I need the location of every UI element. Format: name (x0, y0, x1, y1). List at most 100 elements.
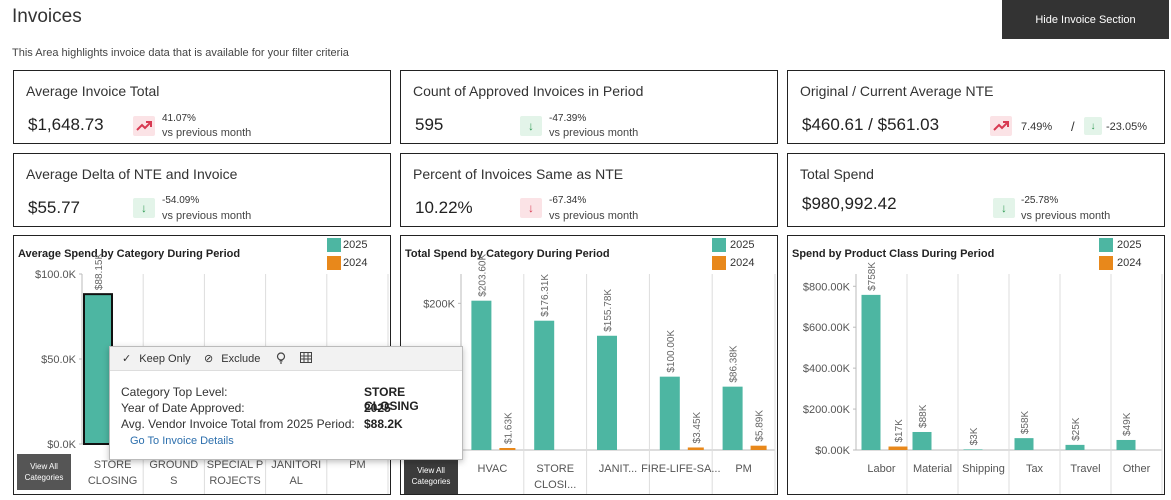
bar-2025[interactable] (912, 431, 932, 450)
y-tick-label: $200K (423, 298, 455, 310)
x-tick-label: GROUND (149, 459, 198, 471)
y-tick-label: $800.00K (803, 281, 851, 293)
legend-label-2024: 2024 (730, 257, 755, 269)
kpi-label: Count of Approved Invoices in Period (413, 83, 644, 99)
exclude-button[interactable]: ⊘ Exclude (204, 352, 260, 365)
legend-swatch-2025 (1099, 238, 1113, 252)
kpi-change-original: 7.49% (1021, 121, 1053, 133)
hide-invoice-section-button[interactable]: Hide Invoice Section (1002, 0, 1169, 39)
bar-2025[interactable] (83, 293, 113, 445)
data-label: $176.31K (540, 274, 551, 317)
x-tick-label: Labor (867, 463, 895, 475)
chart-title: Average Spend by Category During Period (18, 248, 241, 260)
data-label: $203.60K (477, 254, 488, 297)
bar-2024[interactable] (499, 448, 516, 450)
x-tick-label: PM (349, 459, 366, 471)
x-tick-label: AL (289, 475, 302, 487)
arrow-down-icon: ↓ (993, 198, 1015, 218)
arrow-down-icon: ↓ (520, 198, 542, 218)
bar-2025[interactable] (963, 449, 983, 450)
chart-spend-by-product-class: Spend by Product Class During Period 202… (787, 235, 1165, 495)
legend-label-2025: 2025 (343, 239, 368, 251)
bar-2024[interactable] (888, 446, 908, 450)
bar-2025[interactable] (534, 320, 555, 450)
tooltip-toolbar: ✓ Keep Only ⊘ Exclude (110, 347, 462, 371)
page-subtitle: This Area highlights invoice data that i… (12, 47, 349, 59)
bar-2025[interactable] (1065, 444, 1085, 450)
x-tick-label: STORE (94, 459, 132, 471)
kpi-change-current: -23.05% (1106, 121, 1147, 133)
chart-plot[interactable]: $0.00K $200.00K $400.00K $600.00K $800.00K La… (788, 236, 1166, 496)
x-tick-label: JANITORI (271, 459, 321, 471)
arrow-down-icon: ↓ (1084, 117, 1102, 135)
legend-swatch-2025 (712, 238, 726, 252)
lightbulb-icon[interactable] (276, 352, 286, 367)
kpi-label: Average Delta of NTE and Invoice (26, 166, 238, 182)
kpi-card-average-delta: Average Delta of NTE and Invoice $55.77 … (13, 153, 391, 227)
kpi-label: Original / Current Average NTE (800, 83, 994, 99)
bar-2025[interactable] (1116, 439, 1136, 450)
bar-2025[interactable] (722, 386, 743, 450)
kpi-separator: / (1071, 119, 1075, 134)
data-label: $25K (1071, 417, 1082, 441)
kpi-change: -67.34% (549, 195, 587, 206)
y-tick-label: $100.0K (35, 269, 77, 281)
legend-swatch-2025 (327, 238, 341, 252)
kpi-value: $1,648.73 (28, 115, 104, 134)
tooltip-row-label: Avg. Vendor Invoice Total from 2025 Peri… (121, 417, 355, 431)
arrow-down-icon: ↓ (133, 198, 155, 218)
legend-label-2025: 2025 (1117, 239, 1142, 251)
tooltip-row-label: Category Top Level: (121, 385, 228, 399)
view-data-icon[interactable] (300, 352, 312, 366)
view-all-categories-button[interactable]: View All Categories (17, 454, 71, 490)
x-tick-label: HVAC (478, 463, 508, 475)
x-tick-label: Tax (1026, 463, 1044, 475)
y-tick-label: $600.00K (803, 322, 851, 334)
y-tick-label: $0.00K (815, 445, 851, 457)
kpi-card-total-spend: Total Spend $980,992.42 ↓ -25.78% vs pre… (787, 153, 1165, 227)
kpi-label: Average Invoice Total (26, 83, 160, 99)
chart-plot[interactable]: $200K HVAC $203.60K $1.63K STORE CLOSI... $176… (401, 236, 779, 496)
tooltip-row-label: Year of Date Approved: (121, 401, 245, 415)
bar-2025[interactable] (471, 300, 492, 450)
data-label: $88.15K (94, 253, 105, 291)
kpi-card-approved-invoices: Count of Approved Invoices in Period 595… (400, 70, 778, 144)
x-tick-label: Travel (1070, 463, 1100, 475)
y-tick-label: $400.00K (803, 363, 851, 375)
bar-2024[interactable] (687, 447, 704, 450)
legend-swatch-2024 (327, 256, 341, 270)
chart-total-spend-by-category: Total Spend by Category During Period 20… (400, 235, 778, 495)
kpi-change: -54.09% (162, 195, 200, 206)
x-tick-label: PM (735, 463, 752, 475)
bar-2025[interactable] (1014, 438, 1034, 450)
kpi-value: $980,992.42 (802, 194, 897, 213)
arrow-down-icon: ↓ (520, 116, 542, 136)
bar-2024[interactable] (750, 445, 767, 450)
data-label: $3K (969, 427, 980, 445)
x-tick-label: Shipping (962, 463, 1005, 475)
bar-2025[interactable] (861, 294, 881, 450)
go-to-invoice-details-link[interactable]: Go To Invoice Details (130, 435, 234, 447)
data-label: $17K (894, 419, 905, 443)
kpi-value: 10.22% (415, 198, 473, 217)
data-label: $1.63K (503, 412, 514, 444)
kpi-change: -47.39% (549, 113, 587, 124)
data-label: $758K (867, 262, 878, 291)
x-tick-label: Other (1123, 463, 1151, 475)
kpi-label: Percent of Invoices Same as NTE (413, 166, 624, 182)
data-label: $86.38K (729, 345, 740, 383)
keep-only-button[interactable]: ✓ Keep Only (122, 352, 191, 365)
kpi-value: $460.61 / $561.03 (802, 115, 940, 134)
keep-only-label: Keep Only (139, 353, 191, 365)
kpi-value: 595 (415, 115, 444, 134)
bar-2025[interactable] (597, 335, 617, 450)
tooltip-row-value: 2025 (364, 401, 391, 415)
data-label: $49K (1122, 412, 1133, 436)
kpi-compare: vs previous month (162, 127, 252, 139)
chart-title: Total Spend by Category During Period (405, 248, 610, 260)
view-all-categories-button[interactable]: View All Categories (404, 458, 458, 494)
x-tick-label: JANIT... (599, 463, 638, 475)
bar-2025[interactable] (659, 376, 680, 450)
data-label: $100.00K (666, 330, 677, 373)
kpi-card-average-invoice-total: Average Invoice Total $1,648.73 41.07% v… (13, 70, 391, 144)
